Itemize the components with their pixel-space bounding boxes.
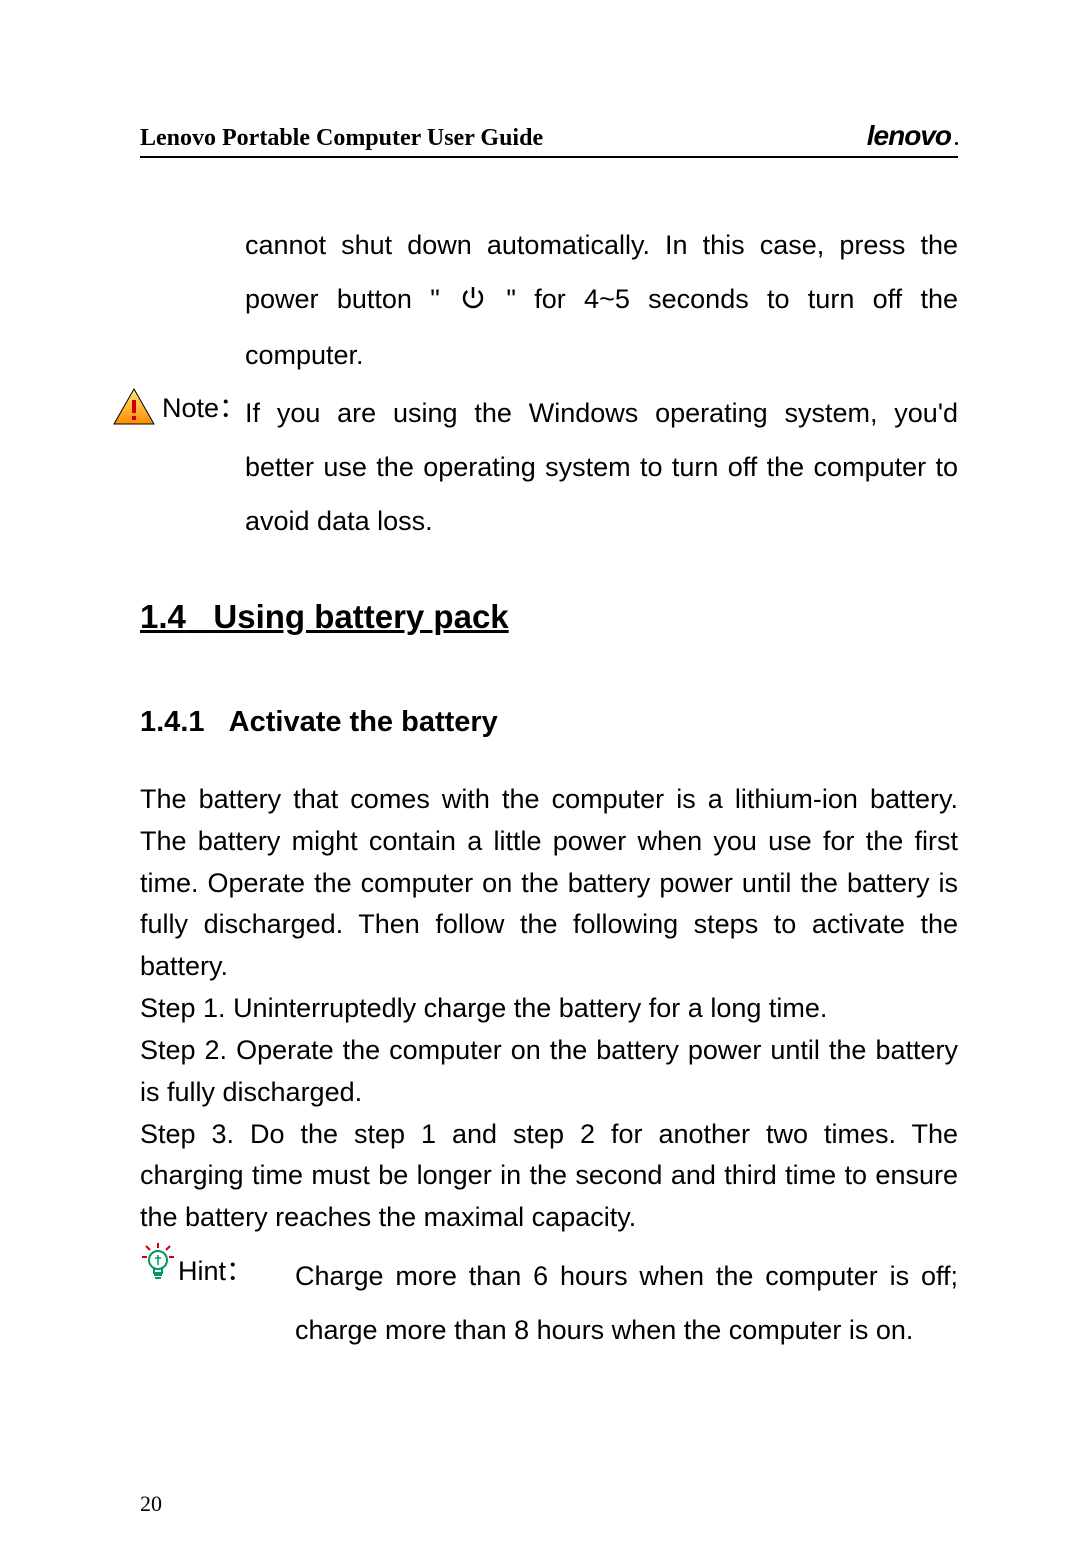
subsection-heading: 1.4.1 Activate the battery <box>140 706 958 739</box>
header-title: Lenovo Portable Computer User Guide <box>140 125 543 152</box>
hint-text: Charge more than 6 hours when the comput… <box>295 1249 958 1357</box>
intro-paragraph: The battery that comes with the computer… <box>140 779 958 988</box>
section-number: 1.4 <box>140 598 186 635</box>
warning-icon <box>110 386 158 433</box>
page-header: Lenovo Portable Computer User Guide leno… <box>140 120 958 158</box>
subsection-title: Activate the battery <box>229 706 498 738</box>
lightbulb-icon <box>140 1243 176 1288</box>
step-1: Step 1. Uninterruptedly charge the batte… <box>140 988 958 1030</box>
page-number: 20 <box>140 1491 162 1517</box>
note-text: If you are using the Windows operating s… <box>245 386 958 548</box>
section-title: Using battery pack <box>213 598 508 635</box>
hint-block: Hint： Charge more than 6 hours when the … <box>140 1249 958 1357</box>
section-heading: 1.4 Using battery pack <box>140 598 958 636</box>
subsection-number: 1.4.1 <box>140 706 205 738</box>
step-3: Step 3. Do the step 1 and step 2 for ano… <box>140 1114 958 1240</box>
hint-label: Hint： <box>178 1249 253 1288</box>
power-icon <box>460 274 486 328</box>
brand-logo: lenovo <box>867 120 958 152</box>
continuation-paragraph: cannot shut down automatically. In this … <box>245 218 958 382</box>
step-2: Step 2. Operate the computer on the batt… <box>140 1030 958 1114</box>
note-block: Note： If you are using the Windows opera… <box>140 386 958 548</box>
note-label: Note： <box>162 386 246 425</box>
